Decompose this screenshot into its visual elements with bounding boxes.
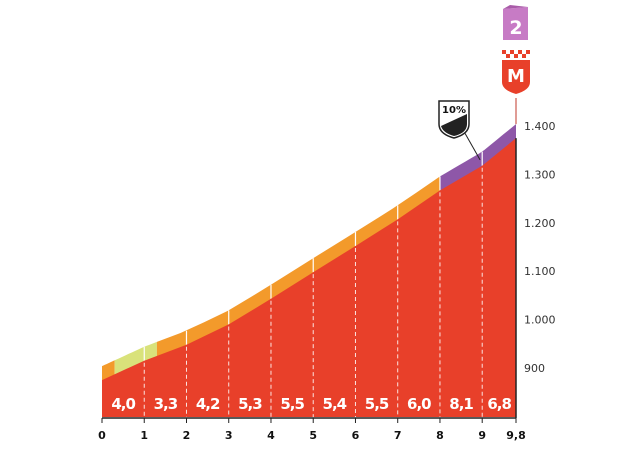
kom-badge-shape — [503, 7, 528, 40]
x-tick-label-2: 2 — [183, 429, 191, 442]
segment-grade-0: 4,0 — [111, 395, 135, 413]
x-tick-label-0: 0 — [98, 429, 106, 442]
gradient-band-3 — [440, 124, 516, 192]
segment-grade-8: 8,1 — [449, 395, 473, 413]
x-tick-label-10: 9,8 — [506, 429, 526, 442]
finish-badge: M — [502, 50, 530, 94]
finish-badge-shape — [502, 60, 530, 94]
gradient-bands — [102, 124, 516, 382]
kom-category-badge: 2 — [503, 5, 528, 40]
segment-grade-9: 6,8 — [487, 395, 511, 413]
y-tick-label-2: 1.100 — [524, 265, 556, 278]
x-tick-label-3: 3 — [225, 429, 233, 442]
profile-fill — [102, 138, 516, 417]
kom-badge-fold — [503, 5, 528, 9]
checker-cell — [502, 50, 506, 54]
max-gradient-marker: 10% — [438, 100, 481, 161]
summit-badges: 2 M 10% — [438, 5, 530, 161]
segment-grade-labels: 4,0 3,3 4,2 5,3 5,5 5,4 5,5 6,0 8,1 6,8 — [111, 395, 512, 413]
km-dividers — [143, 167, 483, 417]
max-gradient-slope-icon — [441, 114, 467, 136]
profile-area — [102, 138, 516, 417]
checker-cell — [510, 50, 514, 54]
finish-badge-label: M — [507, 66, 525, 87]
gradient-band-1 — [114, 341, 157, 376]
checker-cell — [514, 54, 518, 58]
kom-category-label: 2 — [509, 17, 522, 39]
segment-grade-2: 4,2 — [196, 395, 220, 413]
y-tick-label-5: 1.400 — [524, 120, 556, 133]
checker-cell — [522, 54, 526, 58]
segment-grade-1: 3,3 — [154, 395, 178, 413]
checker-cell — [518, 50, 522, 54]
y-tick-label-0: 900 — [524, 362, 545, 375]
x-tick-label-1: 1 — [140, 429, 148, 442]
gradient-band-2 — [156, 176, 440, 357]
segment-grade-3: 5,3 — [238, 395, 262, 413]
x-tick-label-8: 8 — [436, 429, 444, 442]
x-tick-label-7: 7 — [394, 429, 402, 442]
checker-cell — [526, 50, 530, 54]
y-tick-label-4: 1.300 — [524, 168, 556, 181]
max-gradient-label: 10% — [442, 105, 466, 116]
x-tick-label-4: 4 — [267, 429, 275, 442]
segment-grade-5: 5,4 — [323, 395, 347, 413]
checker-cell — [506, 54, 510, 58]
segment-grade-7: 6,0 — [407, 395, 431, 413]
axes: 0 1 2 3 4 5 6 7 8 9 9,8 900 1.000 1.100 1.200 1.300 1.40… — [98, 98, 556, 442]
segment-grade-6: 5,5 — [365, 395, 389, 413]
y-tick-label-3: 1.200 — [524, 217, 556, 230]
x-tick-label-5: 5 — [309, 429, 317, 442]
segment-grade-4: 5,5 — [280, 395, 304, 413]
y-tick-label-1: 1.000 — [524, 314, 556, 327]
x-tick-label-9: 9 — [478, 429, 486, 442]
x-tick-label-6: 6 — [352, 429, 360, 442]
